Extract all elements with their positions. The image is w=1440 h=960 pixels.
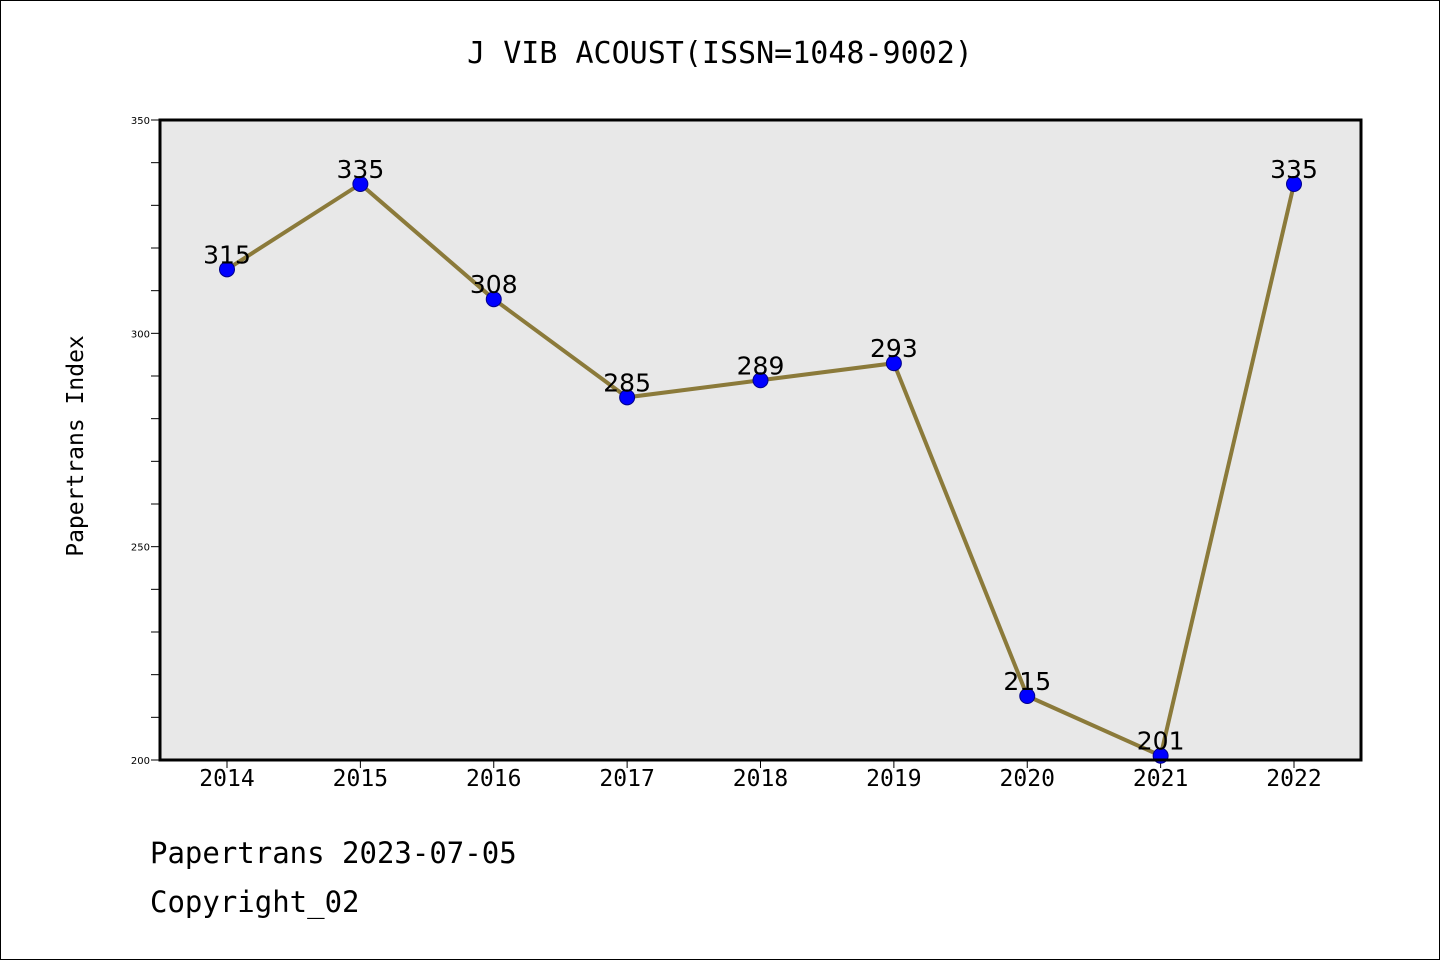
x-tick-label: 2017	[599, 766, 654, 792]
data-label: 315	[203, 240, 251, 269]
x-tick-label: 2018	[733, 766, 788, 792]
data-point	[219, 261, 235, 278]
data-label: 285	[603, 368, 651, 397]
x-tick-label: 2021	[1133, 766, 1188, 792]
data-label: 293	[870, 334, 918, 363]
data-label: 308	[470, 270, 518, 299]
y-tick-label: 250	[131, 543, 150, 554]
data-point	[1286, 176, 1302, 192]
data-label: 335	[1270, 155, 1318, 184]
data-label: 289	[737, 351, 785, 380]
data-point	[752, 372, 769, 389]
data-point	[1019, 688, 1036, 704]
plot-border	[158, 118, 1363, 762]
plot-area	[160, 120, 1361, 760]
data-label: 335	[337, 155, 385, 184]
x-tick-label: 2016	[466, 766, 521, 792]
x-tick-label: 2022	[1266, 766, 1321, 792]
footer-date-line: Papertrans 2023-07-05	[150, 836, 517, 870]
y-tick-label: 350	[131, 116, 150, 127]
x-tick-label: 2014	[199, 766, 254, 792]
x-tick-label: 2019	[866, 766, 921, 792]
data-point	[485, 291, 502, 308]
x-tick-label: 2020	[1000, 766, 1055, 792]
footer-copyright-line: Copyright_02	[150, 885, 360, 919]
x-tick-label: 2015	[333, 766, 388, 792]
data-point	[619, 389, 636, 406]
chart-title: J VIB ACOUST(ISSN=1048-9002)	[467, 36, 973, 71]
data-label: 215	[1003, 667, 1051, 696]
data-label: 201	[1137, 727, 1185, 756]
y-tick-label: 300	[131, 329, 150, 340]
y-tick-label: 200	[131, 756, 150, 767]
data-point	[885, 355, 902, 372]
data-point	[352, 176, 369, 192]
